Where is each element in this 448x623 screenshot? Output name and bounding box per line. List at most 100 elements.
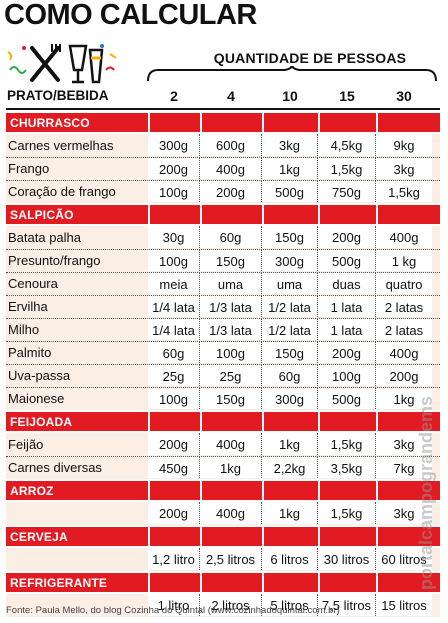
table-cell: 1/2 lata — [262, 296, 318, 317]
column-header: 15 — [339, 88, 355, 104]
table-row: Carnes diversas 450g 1kg 2,2kg 3,5kg 7kg — [6, 456, 440, 479]
table-row: 1,2 litro 2,5 litros 6 litros 30 litros 60 l… — [6, 548, 440, 571]
table-cell: 25g — [148, 365, 200, 386]
section-header: SALPICÃO — [6, 205, 440, 224]
column-header: 10 — [282, 88, 298, 104]
table-cell: 3kg — [262, 134, 318, 156]
table-cell: 2,5 litros — [200, 548, 262, 570]
table-cell: 200g — [318, 342, 376, 363]
table-cell: 1/4 lata — [148, 296, 200, 317]
table-cell: 4,5kg — [318, 134, 376, 156]
section-header: CERVEJA — [6, 527, 440, 546]
table-cell: 1,5kg — [318, 502, 376, 524]
column-header: 2 — [170, 88, 178, 104]
table-cell: 60g — [262, 365, 318, 386]
table-cell: 200g — [389, 369, 419, 384]
table-cell: 6 litros — [262, 548, 318, 570]
table-cell: 25g — [200, 365, 262, 386]
table-cell: 400g — [200, 158, 262, 179]
dish-header: PRATO/BEBIDA — [7, 88, 109, 103]
item-name: Palmito — [8, 345, 52, 360]
table-cell: 1,5kg — [388, 185, 420, 200]
table-row: Batata palha 30g 60g 150g 200g 400g — [6, 226, 440, 249]
table-cell: 150g — [200, 388, 262, 409]
table-cell: 400g — [200, 502, 262, 524]
table-row: Milho 1/4 lata 1/3 lata 1/2 lata 1 lata 2 lat… — [6, 318, 440, 341]
table-row: 1 litro 2 litros 5 litros 7,5 litros 15 litr… — [6, 594, 440, 617]
table-cell: 1/3 lata — [200, 319, 262, 340]
item-name: Milho — [8, 322, 40, 337]
table-cell: 100g — [148, 250, 200, 271]
cutlery-glasses-icon — [7, 44, 117, 84]
table-cell: 500g — [318, 388, 376, 409]
table-cell: 1 lata — [318, 296, 376, 317]
table-cell: 200g — [148, 433, 200, 455]
table-row: Cenoura meia uma uma duas quatro — [6, 272, 440, 295]
section-label: CHURRASCO — [10, 115, 90, 130]
table-cell: 3,5kg — [318, 457, 376, 478]
table-cell: 60g — [200, 226, 262, 248]
table-cell: 1/3 lata — [200, 296, 262, 317]
table-cell: 3kg — [393, 437, 415, 452]
table-cell: 300g — [262, 388, 318, 409]
table-row: Frango 200g 400g 1kg 1,5kg 3kg — [6, 157, 440, 180]
table-cell: 9kg — [393, 138, 415, 153]
table-row: Feijão 200g 400g 1kg 1,5kg 3kg — [6, 433, 440, 456]
table-cell: 1,5kg — [318, 158, 376, 179]
table-cell: 200g — [148, 158, 200, 179]
item-name: Carnes diversas — [8, 460, 102, 475]
section-label: REFRIGERANTE — [10, 575, 108, 590]
table-cell: 30 litros — [318, 548, 376, 570]
table-cell: duas — [318, 273, 376, 294]
table-cell: 1 lata — [318, 319, 376, 340]
table-cell: 1/2 lata — [262, 319, 318, 340]
table-cell: 1kg — [262, 502, 318, 524]
item-name: Cenoura — [8, 276, 58, 291]
item-name: Coração de frango — [8, 184, 116, 199]
section-label: ARROZ — [10, 483, 54, 498]
section-header: REFRIGERANTE — [6, 573, 440, 592]
table-cell: 200g — [200, 181, 262, 202]
item-name: Uva-passa — [8, 368, 71, 383]
page-title: COMO CALCULAR — [4, 0, 257, 31]
table-cell: 500g — [318, 250, 376, 271]
table-cell: 200g — [148, 502, 200, 524]
item-name: Maionese — [8, 391, 65, 406]
item-name: Feijão — [8, 436, 44, 452]
watermark: portalcampograndems — [416, 395, 436, 590]
column-headers: 2 4 10 15 30 — [148, 86, 438, 108]
table-row: Palmito 60g 100g 150g 200g 400g — [6, 341, 440, 364]
table-cell: 2 latas — [384, 300, 424, 315]
table-cell: uma — [200, 273, 262, 294]
table-cell: 1,2 litro — [148, 548, 200, 570]
table-cell: 600g — [200, 134, 262, 156]
table-cell: 2 latas — [384, 323, 424, 338]
table-row: Carnes vermelhas 300g 600g 3kg 4,5kg 9kg — [6, 134, 440, 157]
column-header: 30 — [396, 88, 412, 104]
table-cell: 2 litros — [200, 594, 262, 616]
section-header: CHURRASCO — [6, 113, 440, 132]
table-cell: 3kg — [393, 162, 415, 177]
quantity-brace — [147, 66, 437, 82]
table-cell: meia — [148, 273, 200, 294]
section-label: CERVEJA — [10, 529, 68, 544]
table-cell: 400g — [389, 230, 419, 245]
table-row: Ervilha 1/4 lata 1/3 lata 1/2 lata 1 lata 2 l… — [6, 295, 440, 318]
table-cell: 400g — [200, 433, 262, 455]
table-cell: 15 litros — [381, 598, 427, 613]
item-name: Frango — [8, 161, 50, 176]
table-cell: 100g — [148, 181, 200, 202]
quantity-header: QUANTIDADE DE PESSOAS — [213, 50, 407, 66]
table-cell: 1kg — [393, 392, 415, 407]
item-name: Ervilha — [8, 299, 48, 314]
table-cell: quatro — [385, 277, 423, 292]
column-header: 4 — [227, 88, 235, 104]
table-row: Uva-passa 25g 25g 60g 100g 200g — [6, 364, 440, 387]
quantity-table: CHURRASCO Carnes vermelhas 300g 600g 3kg 4,5k… — [6, 111, 440, 617]
section-header: ARROZ — [6, 481, 440, 500]
table-row: 200g 400g 1kg 1,5kg 3kg — [6, 502, 440, 525]
item-name: Presunto/frango — [8, 253, 101, 268]
table-cell: 100g — [318, 365, 376, 386]
table-cell: 60g — [148, 342, 200, 363]
table-cell: 750g — [318, 181, 376, 202]
